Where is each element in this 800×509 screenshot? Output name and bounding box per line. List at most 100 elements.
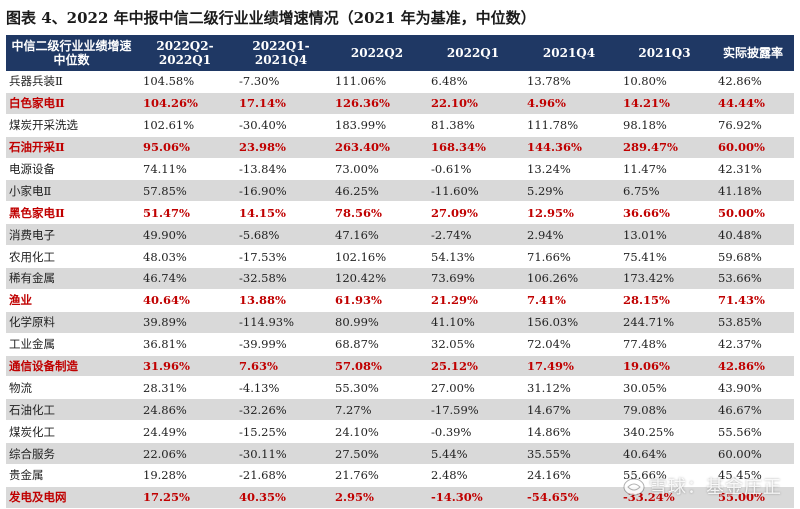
value-cell: 13.78% — [521, 71, 617, 93]
value-cell: 40.64% — [137, 289, 233, 312]
value-cell: -2.74% — [425, 223, 521, 247]
value-cell: 40.48% — [712, 223, 794, 247]
value-cell: -17.53% — [233, 245, 329, 269]
header-2021q3: 2021Q3 — [617, 35, 712, 71]
value-cell: 263.40% — [329, 136, 425, 159]
value-cell: 10.80% — [617, 71, 712, 93]
industry-name-cell: 工业金属 — [6, 333, 137, 356]
value-cell: 72.04% — [521, 333, 617, 356]
value-cell: 244.71% — [617, 311, 712, 334]
value-cell: 81.38% — [425, 114, 521, 137]
value-cell: 17.14% — [233, 92, 329, 115]
value-cell: 27.09% — [425, 201, 521, 225]
value-cell: 27.50% — [329, 442, 425, 466]
value-cell: 13.88% — [233, 289, 329, 312]
table-row: 石油化工 24.86% -32.26% 7.27% -17.59% 14.67% 79.08… — [6, 398, 794, 422]
industry-name-cell: 煤炭开采洗选 — [6, 114, 137, 137]
value-cell: 57.08% — [329, 355, 425, 378]
value-cell: 76.92% — [712, 114, 794, 137]
value-cell: 55.30% — [329, 376, 425, 400]
value-cell: 55.00% — [712, 486, 794, 509]
value-cell: 41.18% — [712, 179, 794, 203]
value-cell: -114.93% — [233, 311, 329, 334]
value-cell: -32.58% — [233, 267, 329, 290]
value-cell: 14.21% — [617, 92, 712, 115]
value-cell: -4.13% — [233, 376, 329, 400]
value-cell: 48.03% — [137, 245, 233, 269]
industry-name-cell: 渔业 — [6, 289, 137, 312]
watermark: 雪球：基金庄正 — [623, 473, 782, 499]
value-cell: 2.95% — [329, 486, 425, 509]
value-cell: 71.43% — [712, 289, 794, 312]
value-cell: 13.24% — [521, 158, 617, 181]
value-cell: 14.86% — [521, 420, 617, 444]
value-cell: 60.00% — [712, 136, 794, 159]
value-cell: 71.66% — [521, 245, 617, 269]
value-cell: 102.16% — [329, 245, 425, 269]
value-cell: 53.85% — [712, 311, 794, 334]
snowball-logo-icon — [623, 478, 645, 496]
value-cell: 39.89% — [137, 311, 233, 334]
industry-name-cell: 黑色家电Ⅱ — [6, 201, 137, 225]
value-cell: 43.90% — [712, 376, 794, 400]
table-header-row: 中信二级行业业绩增速中位数 2022Q2-2022Q1 2022Q1-2021Q4 2… — [6, 35, 794, 71]
header-q2-minus-q1: 2022Q2-2022Q1 — [137, 35, 233, 71]
table-row: 白色家电Ⅱ 104.26% 17.14% 126.36% 22.10% 4.96% 14.2… — [6, 92, 794, 115]
table-row: 黑色家电Ⅱ 51.47% 14.15% 78.56% 27.09% 12.95% 36.66… — [6, 201, 794, 225]
value-cell: 12.95% — [521, 201, 617, 225]
value-cell: 6.48% — [425, 71, 521, 93]
industry-name-cell: 发电及电网 — [6, 486, 137, 509]
value-cell: 46.67% — [712, 398, 794, 422]
value-cell: 95.06% — [137, 136, 233, 159]
value-cell: 46.74% — [137, 267, 233, 290]
value-cell: -32.26% — [233, 398, 329, 422]
value-cell: 22.06% — [137, 442, 233, 466]
value-cell: 340.25% — [617, 420, 712, 444]
value-cell: 168.34% — [425, 136, 521, 159]
value-cell: 40.64% — [617, 442, 712, 466]
value-cell: 21.76% — [329, 464, 425, 487]
value-cell: 5.44% — [425, 442, 521, 466]
industry-name-cell: 综合服务 — [6, 442, 137, 466]
industry-name-cell: 消费电子 — [6, 223, 137, 247]
value-cell: 98.18% — [617, 114, 712, 137]
value-cell: 41.10% — [425, 311, 521, 334]
value-cell: 104.58% — [137, 71, 233, 93]
value-cell: 6.75% — [617, 179, 712, 203]
value-cell: 19.28% — [137, 464, 233, 487]
value-cell: 173.42% — [617, 267, 712, 290]
value-cell: -16.90% — [233, 179, 329, 203]
value-cell: -54.65% — [521, 486, 617, 509]
value-cell: 24.86% — [137, 398, 233, 422]
value-cell: 106.26% — [521, 267, 617, 290]
table-row: 化学原料 39.89% -114.93% 80.99% 41.10% 156.03% 244… — [6, 311, 794, 334]
value-cell: -15.25% — [233, 420, 329, 444]
industry-name-cell: 兵器兵装Ⅱ — [6, 71, 137, 93]
industry-name-cell: 化学原料 — [6, 311, 137, 334]
value-cell: 28.15% — [617, 289, 712, 312]
value-cell: 126.36% — [329, 92, 425, 115]
value-cell: 111.06% — [329, 71, 425, 93]
table-row: 石油开采Ⅱ 95.06% 23.98% 263.40% 168.34% 144.36% 28… — [6, 136, 794, 159]
value-cell: 7.63% — [233, 355, 329, 378]
industry-name-cell: 白色家电Ⅱ — [6, 92, 137, 115]
value-cell: -39.99% — [233, 333, 329, 356]
value-cell: -5.68% — [233, 223, 329, 247]
industry-name-cell: 石油开采Ⅱ — [6, 136, 137, 159]
header-industry: 中信二级行业业绩增速中位数 — [6, 35, 137, 71]
value-cell: -11.60% — [425, 179, 521, 203]
value-cell: -13.84% — [233, 158, 329, 181]
value-cell: 23.98% — [233, 136, 329, 159]
watermark-text: 雪球：基金庄正 — [649, 477, 782, 498]
value-cell: -30.40% — [233, 114, 329, 137]
industry-name-cell: 电源设备 — [6, 158, 137, 181]
value-cell: 47.16% — [329, 223, 425, 247]
value-cell: 45.45% — [712, 464, 794, 487]
value-cell: 46.25% — [329, 179, 425, 203]
value-cell: 44.44% — [712, 92, 794, 115]
header-disclosure-rate: 实际披露率 — [712, 35, 794, 71]
value-cell: 40.35% — [233, 486, 329, 509]
value-cell: 54.13% — [425, 245, 521, 269]
value-cell: 24.16% — [521, 464, 617, 487]
value-cell: 80.99% — [329, 311, 425, 334]
